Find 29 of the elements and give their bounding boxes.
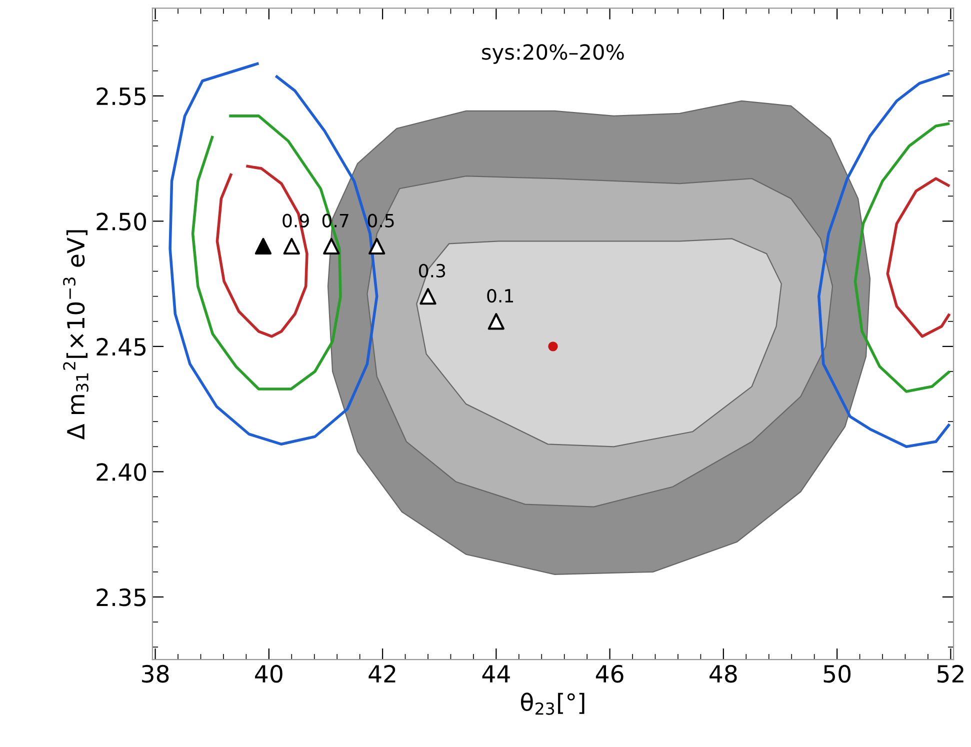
x-tick-label: 50 [824, 664, 851, 683]
annotation: 0.3 [418, 264, 446, 278]
point [488, 313, 504, 330]
line-series [854, 122, 951, 393]
x-tick-label: 40 [255, 664, 282, 683]
point [420, 288, 436, 305]
y-tick-label: 2.45 [96, 338, 146, 356]
x-tick-label: 48 [710, 664, 737, 683]
annotation: 0.5 [368, 214, 394, 228]
x-axis-title: θ$_{23}$[°] [520, 692, 584, 715]
point [548, 342, 558, 352]
y-tick-label: 2.35 [96, 588, 146, 606]
line-series [886, 177, 951, 338]
point [368, 238, 386, 255]
point [323, 238, 340, 255]
x-tick-label: 46 [596, 664, 624, 683]
x-tick-label: 38 [142, 664, 169, 683]
y-axis-title: Δ m$_{31}$$^{2}$[×10$^{−3}$ eV] [63, 230, 88, 440]
x-tick-label: 42 [368, 664, 396, 682]
point [254, 238, 272, 255]
line-series [817, 72, 951, 448]
point [283, 238, 300, 255]
y-tick-label: 2.50 [96, 212, 146, 230]
x-tick-label: 52 [937, 664, 964, 683]
y-tick-label: 2.40 [96, 463, 146, 482]
annotation: 0.1 [487, 288, 514, 303]
x-tick-label: 44 [482, 665, 510, 682]
text: sys:20%–20% [482, 44, 624, 64]
y-tick-label: 2.55 [96, 87, 146, 106]
